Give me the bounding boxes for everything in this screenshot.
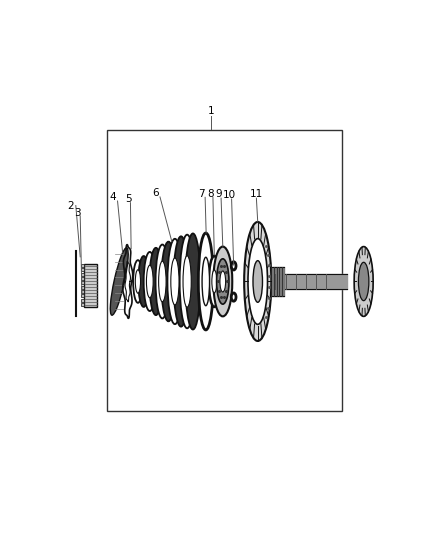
Ellipse shape	[146, 265, 153, 298]
Bar	[84, 264, 97, 307]
Text: 4: 4	[110, 192, 117, 203]
Ellipse shape	[198, 233, 213, 330]
Ellipse shape	[217, 259, 229, 304]
Ellipse shape	[133, 260, 143, 303]
Ellipse shape	[173, 236, 188, 327]
Text: 11: 11	[250, 189, 263, 199]
Text: 6: 6	[152, 188, 159, 198]
Ellipse shape	[167, 239, 182, 324]
Bar	[81, 286, 84, 289]
Text: 2: 2	[68, 200, 74, 211]
Ellipse shape	[135, 270, 141, 293]
Ellipse shape	[220, 271, 226, 292]
Text: 3: 3	[74, 207, 81, 217]
Ellipse shape	[253, 261, 262, 302]
Ellipse shape	[213, 247, 232, 317]
Text: 10: 10	[223, 190, 236, 200]
Ellipse shape	[144, 252, 156, 311]
Text: 1: 1	[208, 106, 214, 116]
Ellipse shape	[149, 248, 162, 315]
Text: 9: 9	[216, 189, 223, 199]
Ellipse shape	[358, 262, 369, 301]
Ellipse shape	[354, 247, 373, 317]
Bar	[81, 303, 84, 306]
Ellipse shape	[248, 239, 268, 324]
Ellipse shape	[110, 248, 128, 315]
Ellipse shape	[171, 258, 179, 305]
Text: 7: 7	[198, 189, 205, 199]
Ellipse shape	[212, 270, 217, 293]
Text: 8: 8	[207, 189, 214, 199]
Bar	[107, 130, 342, 411]
Bar	[81, 294, 84, 297]
Ellipse shape	[161, 241, 176, 321]
Ellipse shape	[209, 256, 220, 307]
Ellipse shape	[231, 293, 236, 301]
Ellipse shape	[138, 256, 149, 307]
Bar	[81, 264, 84, 267]
Ellipse shape	[183, 256, 191, 307]
Ellipse shape	[202, 257, 209, 306]
Ellipse shape	[244, 222, 271, 341]
Ellipse shape	[155, 245, 169, 318]
Text: 5: 5	[125, 193, 132, 204]
Ellipse shape	[185, 233, 200, 329]
Ellipse shape	[231, 262, 236, 270]
Bar	[81, 273, 84, 276]
Bar	[81, 277, 84, 280]
Bar	[81, 281, 84, 284]
Bar	[81, 290, 84, 293]
Bar	[81, 268, 84, 271]
Bar	[81, 298, 84, 302]
Ellipse shape	[180, 235, 194, 328]
Ellipse shape	[159, 261, 166, 302]
